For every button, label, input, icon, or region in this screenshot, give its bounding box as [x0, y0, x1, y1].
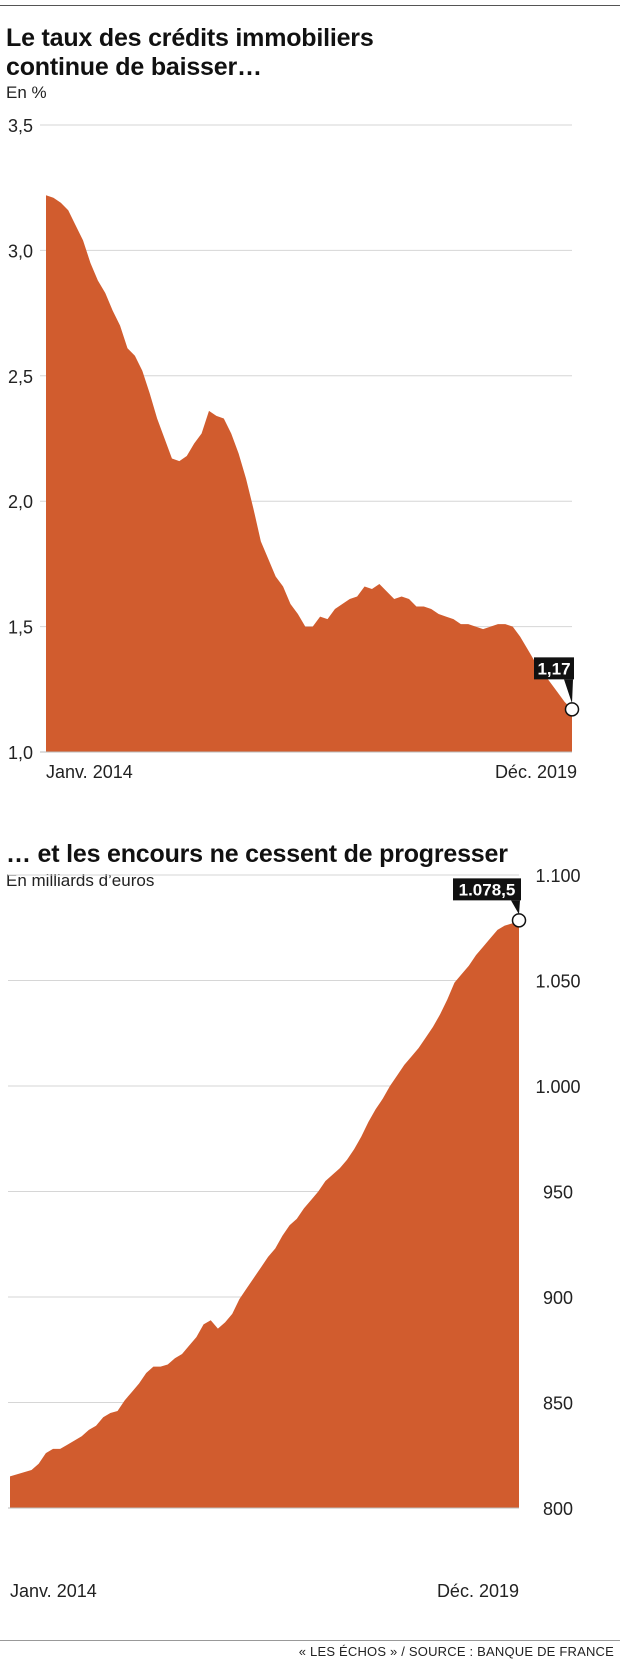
- last-value-callout: 1,17: [534, 657, 574, 704]
- x-label-start: Janv. 2014: [46, 762, 133, 782]
- y-tick-label: 2,0: [8, 492, 33, 512]
- y-tick-label: 800: [543, 1499, 573, 1519]
- chart1-title: Le taux des crédits immobiliers continue…: [6, 24, 374, 81]
- y-tick-label: 900: [543, 1288, 573, 1308]
- x-label-end: Déc. 2019: [437, 1581, 519, 1601]
- x-label-end: Déc. 2019: [495, 762, 577, 782]
- last-point-marker: [564, 702, 580, 717]
- y-tick-label: 2,5: [8, 367, 33, 387]
- series-area: [46, 195, 572, 753]
- callout-box: [534, 657, 574, 680]
- y-tick-label: 3,0: [8, 241, 33, 261]
- y-tick-label: 850: [543, 1394, 573, 1414]
- callout-box: [453, 878, 521, 901]
- y-tick-label: 1,5: [8, 618, 33, 638]
- callout-pointer: [511, 900, 520, 915]
- chart2-title: … et les encours ne cessent de progresse…: [6, 840, 508, 868]
- rate-area-chart: 3,5 3,0 2,5 2,0 1,5 1,0 Janv. 2014 Déc. 2019 1,1…: [8, 116, 580, 782]
- chart2-subtitle: En milliards d’euros: [6, 871, 155, 890]
- y-tick-label: 1.100: [535, 866, 580, 886]
- last-value-callout: 1.078,5: [453, 878, 521, 915]
- callout-label: 1,17: [537, 659, 570, 678]
- chart1-subtitle: En %: [6, 83, 47, 102]
- y-tick-label: 1,0: [8, 743, 33, 763]
- series-area: [10, 920, 519, 1508]
- bottom-rule: [0, 1640, 620, 1641]
- last-point-marker: [511, 913, 527, 928]
- y-tick-label: 1.000: [535, 1077, 580, 1097]
- x-label-start: Janv. 2014: [10, 1581, 97, 1601]
- y-tick-label: 1.050: [535, 972, 580, 992]
- source-note: « LES ÉCHOS » / SOURCE : BANQUE DE FRANC…: [298, 1644, 614, 1659]
- y-tick-label: 950: [543, 1183, 573, 1203]
- callout-label: 1.078,5: [459, 880, 516, 899]
- callout-pointer: [564, 679, 573, 704]
- top-rule: [0, 5, 620, 6]
- y-tick-label: 3,5: [8, 116, 33, 136]
